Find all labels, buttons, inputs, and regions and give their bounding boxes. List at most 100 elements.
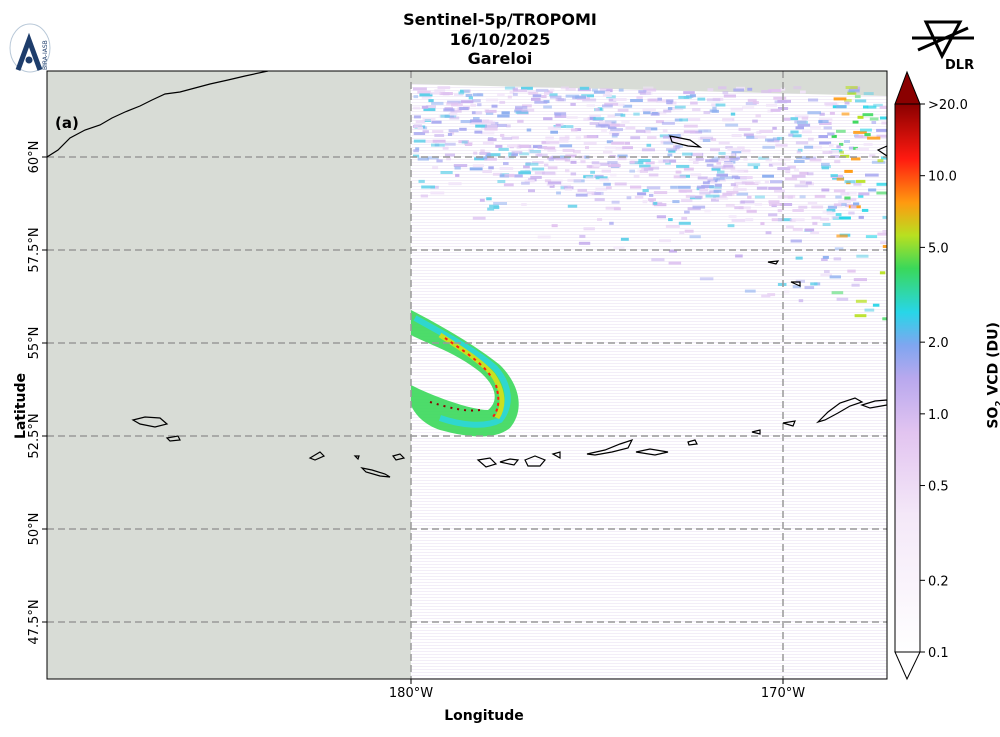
so2-pixel (783, 290, 790, 294)
so2-pixel (681, 216, 688, 220)
so2-pixel (514, 109, 528, 113)
so2-pixel (583, 135, 597, 139)
so2-pixel (683, 167, 694, 171)
so2-pixel (610, 128, 623, 132)
so2-pixel (484, 124, 498, 128)
so2-pixel (432, 139, 446, 143)
so2-pixel (417, 90, 431, 94)
so2-pixel (585, 146, 589, 150)
so2-pixel (819, 112, 825, 116)
so2-pixel (419, 93, 433, 97)
so2-pixel (699, 277, 714, 281)
so2-pixel (822, 223, 831, 226)
so2-pixel (430, 191, 445, 195)
so2-pixel (722, 166, 736, 170)
so2-pixel (741, 149, 751, 153)
so2-pixel (583, 118, 590, 121)
so2-pixel (675, 144, 683, 148)
so2-pixel (618, 88, 624, 92)
so2-pixel (629, 160, 635, 164)
so2-pixel (683, 91, 695, 95)
so2-pixel (509, 91, 515, 95)
so2-pixel (844, 169, 853, 173)
so2-pixel (431, 143, 445, 147)
so2-pixel (754, 202, 763, 206)
so2-pixel (795, 141, 809, 145)
so2-pixel (716, 173, 728, 177)
so2-pixel (740, 200, 755, 204)
so2-pixel (450, 109, 462, 113)
dlr-logo (912, 20, 974, 60)
so2-pixel (630, 136, 641, 140)
satellite-swath (411, 84, 887, 679)
so2-pixel (575, 136, 581, 140)
so2-pixel (740, 176, 753, 180)
colorbar-tick-label: 1.0 (928, 408, 949, 423)
so2-pixel (546, 140, 560, 144)
so2-pixel (418, 179, 425, 183)
so2-pixel (709, 109, 718, 113)
so2-pixel (566, 125, 574, 129)
so2-pixel (622, 104, 633, 108)
so2-pixel (613, 207, 621, 211)
so2-pixel (609, 131, 620, 135)
so2-pixel (608, 123, 620, 127)
so2-pixel (730, 169, 744, 173)
so2-pixel (745, 218, 754, 222)
so2-pixel (475, 111, 483, 115)
so2-pixel (421, 185, 435, 189)
so2-pixel (835, 213, 842, 217)
so2-pixel (820, 217, 830, 221)
so2-pixel (833, 257, 842, 261)
so2-pixel (575, 193, 588, 197)
so2-pixel (857, 115, 864, 119)
so2-pixel (690, 173, 702, 177)
so2-pixel (722, 118, 732, 122)
so2-pixel (417, 126, 423, 130)
so2-pixel (486, 197, 492, 201)
so2-pixel (532, 145, 543, 149)
so2-pixel (743, 133, 754, 137)
so2-pixel (557, 98, 566, 102)
so2-pixel (507, 95, 512, 99)
so2-pixel (493, 202, 507, 205)
so2-pixel (428, 99, 434, 103)
so2-pixel (869, 117, 879, 121)
so2-pixel (790, 130, 799, 134)
so2-pixel (767, 293, 776, 297)
so2-pixel (734, 181, 747, 185)
so2-pixel (567, 178, 582, 182)
so2-pixel (674, 105, 686, 109)
so2-pixel (590, 170, 595, 174)
so2-pixel (549, 93, 558, 97)
so2-pixel (735, 86, 745, 90)
so2-pixel (772, 137, 780, 141)
so2-pixel (810, 282, 818, 286)
so2-pixel (770, 108, 781, 112)
so2-pixel (685, 194, 696, 198)
so2-pixel (564, 135, 570, 139)
so2-pixel (600, 124, 610, 128)
so2-pixel (618, 103, 625, 107)
so2-pixel (570, 102, 576, 106)
so2-pixel (791, 174, 806, 178)
so2-pixel (482, 170, 492, 174)
so2-pixel (844, 101, 850, 105)
so2-pixel (753, 165, 759, 169)
so2-pixel (735, 254, 743, 258)
so2-pixel (790, 239, 802, 243)
so2-pixel (459, 107, 469, 110)
colorbar-ticks: >20.0 10.0 5.0 2.0 1.0 0.5 0.2 0.1 (920, 98, 968, 661)
so2-pixel (836, 177, 845, 181)
colorbar-tick-label: 0.2 (928, 574, 949, 589)
so2-pixel (432, 130, 444, 134)
y-axis-label: Latitude (13, 372, 29, 440)
so2-pixel (544, 146, 556, 150)
so2-pixel (710, 180, 715, 184)
so2-pixel (706, 177, 716, 181)
so2-pixel (480, 131, 495, 135)
so2-pixel (754, 135, 767, 139)
so2-pixel (549, 88, 555, 92)
so2-pixel (812, 145, 822, 149)
colorbar-max-extension (894, 70, 921, 105)
